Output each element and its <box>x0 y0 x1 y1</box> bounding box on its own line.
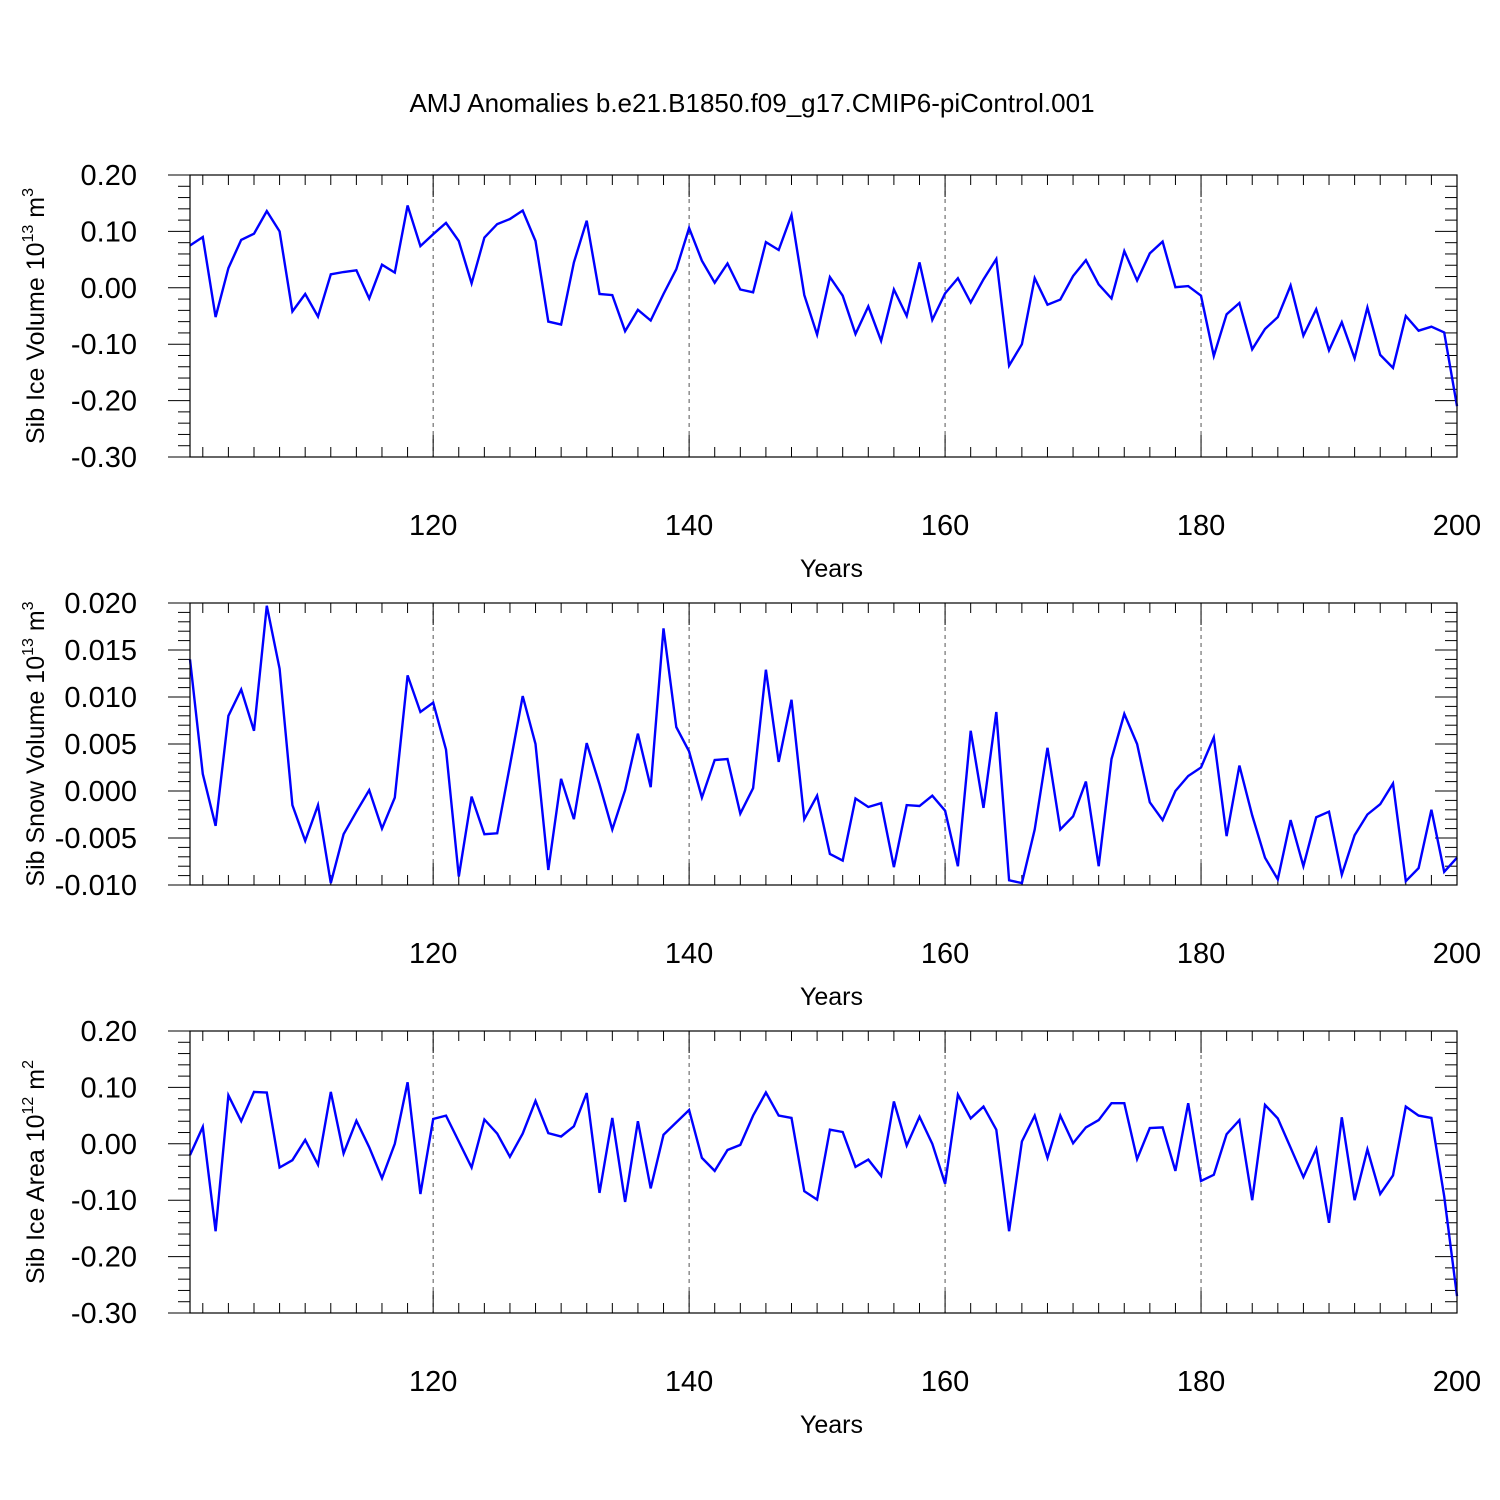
y-tick-label: 0.010 <box>64 682 137 714</box>
y-tick-label: 0.015 <box>64 635 137 667</box>
y-tick-label: 0.20 <box>81 160 137 192</box>
y-tick-label: -0.005 <box>55 823 137 855</box>
y-tick-label: -0.010 <box>55 870 137 902</box>
plot-frame <box>189 602 1458 886</box>
y-tick-label: 0.00 <box>81 273 137 305</box>
panel-2: 120 140 160 180 200 0.020 0.015 0.010 0.005 0.000… <box>20 588 1481 1011</box>
x-tick-label: 120 <box>409 510 457 542</box>
x-tick-label: 160 <box>921 510 969 542</box>
x-axis-title: Years <box>800 983 863 1011</box>
x-tick-label: 120 <box>409 1366 457 1398</box>
x-tick-label: 160 <box>921 938 969 970</box>
y-axis-title: Sib Ice Volume 1013 m3 <box>20 188 50 444</box>
y-tick-label: 0.00 <box>81 1129 137 1161</box>
x-tick-label: 200 <box>1433 510 1481 542</box>
series-line <box>188 605 1458 885</box>
y-axis-title: Sib Ice Area 1012 m2 <box>20 1060 50 1284</box>
plot-frame <box>189 174 1458 458</box>
x-tick-label: 180 <box>1177 938 1225 970</box>
plot-frame <box>189 1030 1458 1314</box>
y-tick-label: 0.000 <box>64 776 137 808</box>
x-axis-title: Years <box>800 1411 863 1439</box>
y-tick-label: 0.005 <box>64 729 137 761</box>
x-tick-label: 200 <box>1433 1366 1481 1398</box>
x-tick-label: 120 <box>409 938 457 970</box>
y-tick-label: 0.20 <box>81 1016 137 1048</box>
x-axis-title: Years <box>800 555 863 583</box>
y-tick-label: 0.10 <box>81 216 137 248</box>
x-tick-label: 180 <box>1177 1366 1225 1398</box>
y-tick-label: -0.30 <box>71 442 137 474</box>
x-tick-label: 200 <box>1433 938 1481 970</box>
x-tick-label: 160 <box>921 1366 969 1398</box>
x-tick-label: 140 <box>665 1366 713 1398</box>
chart-title: AMJ Anomalies b.e21.B1850.f09_g17.CMIP6-… <box>409 88 1094 118</box>
series-line <box>189 205 1459 407</box>
y-tick-label: 0.020 <box>64 588 137 620</box>
y-tick-label: -0.20 <box>71 1242 137 1274</box>
x-tick-label: 180 <box>1177 510 1225 542</box>
panel-1: 120 140 160 180 200 0.20 0.10 0.00 -0.10 -0.20 -0.… <box>20 160 1481 583</box>
y-tick-label: -0.10 <box>71 1185 137 1217</box>
panels: 120 140 160 180 200 0.20 0.10 0.00 -0.10 -0.20 -0.… <box>20 160 1481 1439</box>
y-axis-title: Sib Snow Volume 1013 m3 <box>20 601 50 886</box>
y-tick-label: 0.10 <box>81 1072 137 1104</box>
x-tick-label: 140 <box>665 510 713 542</box>
panel-3: 120 140 160 180 200 0.20 0.10 0.00 -0.10 -0.20 -0.… <box>20 1016 1481 1439</box>
y-tick-label: -0.20 <box>71 386 137 418</box>
x-tick-label: 140 <box>665 938 713 970</box>
series-line <box>188 1082 1459 1297</box>
y-tick-label: -0.30 <box>71 1298 137 1330</box>
y-tick-label: -0.10 <box>71 329 137 361</box>
